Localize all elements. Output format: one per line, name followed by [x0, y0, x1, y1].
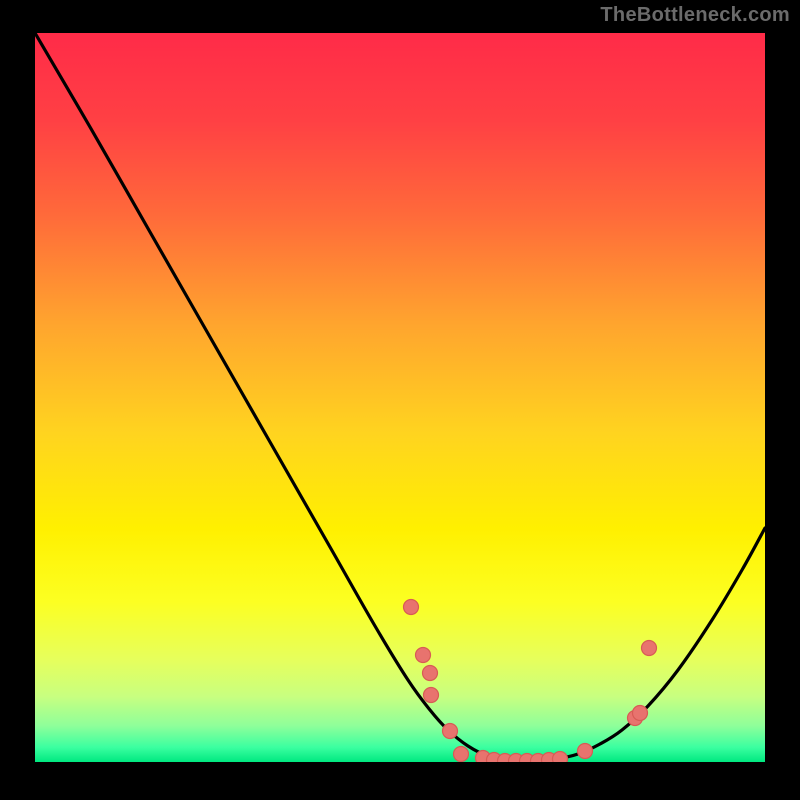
data-marker: [416, 648, 431, 663]
data-marker: [443, 724, 458, 739]
data-marker: [423, 666, 438, 681]
data-marker: [553, 752, 568, 767]
data-marker: [424, 688, 439, 703]
data-marker: [454, 747, 469, 762]
bottleneck-curve-chart: [0, 0, 800, 800]
data-marker: [642, 641, 657, 656]
data-marker: [633, 706, 648, 721]
watermark-text: TheBottleneck.com: [600, 4, 790, 27]
chart-frame: TheBottleneck.com: [0, 0, 800, 800]
data-marker: [578, 744, 593, 759]
data-marker: [404, 600, 419, 615]
